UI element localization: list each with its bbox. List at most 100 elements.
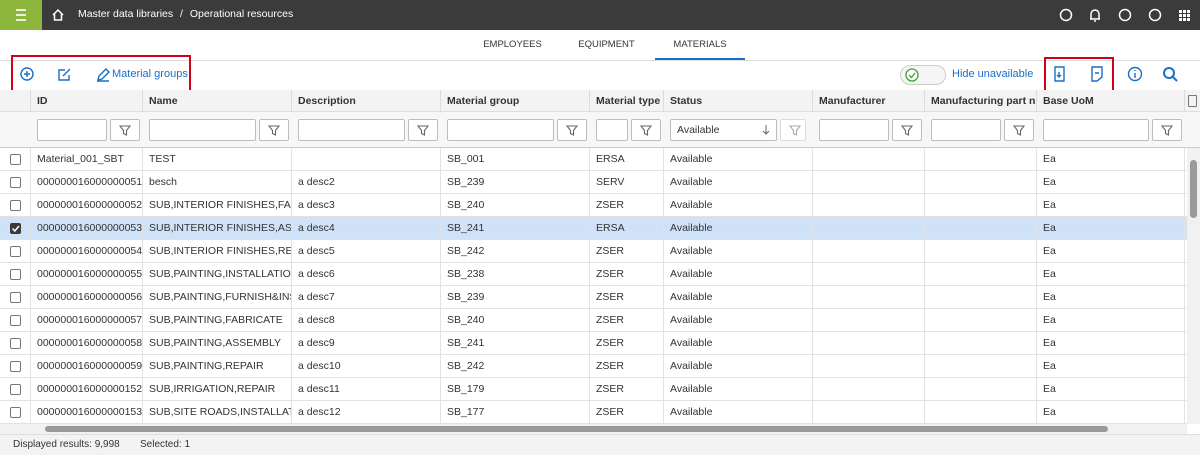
cell	[925, 148, 1037, 171]
row[interactable]	[0, 332, 1187, 355]
row-cell	[0, 148, 31, 171]
user-icon[interactable]	[1118, 8, 1132, 22]
note-icon[interactable]	[1091, 66, 1103, 82]
cell: Ea	[1037, 355, 1185, 378]
checkbox[interactable]	[10, 407, 21, 418]
filter-button[interactable]	[110, 119, 140, 141]
right-toolbar-icons	[1054, 66, 1178, 82]
tab-active[interactable]: MATERIALS	[673, 39, 727, 50]
checkbox[interactable]	[10, 292, 21, 303]
material-groups-button[interactable]: Material groups	[112, 68, 188, 80]
column-header[interactable]: Description	[292, 90, 441, 112]
filter-input[interactable]	[298, 119, 405, 141]
cell: Available	[664, 194, 813, 217]
checkbox[interactable]	[10, 361, 21, 372]
apps-icon[interactable]	[1179, 10, 1190, 21]
row[interactable]	[0, 148, 1187, 171]
vertical-scroll-thumb[interactable]	[1190, 160, 1197, 218]
bell-icon[interactable]	[1090, 9, 1100, 22]
filter-input[interactable]	[1043, 119, 1149, 141]
export-icon[interactable]	[1054, 66, 1065, 82]
column-header[interactable]: Status	[664, 90, 813, 112]
top-bar	[0, 0, 1200, 30]
cell: SB_241	[441, 217, 590, 240]
selected-count: Selected: 1	[140, 439, 191, 450]
cell: Available	[664, 355, 813, 378]
tab[interactable]: EMPLOYEES	[483, 39, 542, 50]
filter-button[interactable]	[631, 119, 661, 141]
column-header[interactable]: Manufacturing part nu...	[925, 90, 1037, 112]
cell	[813, 171, 925, 194]
row[interactable]	[0, 401, 1187, 424]
edit-icon[interactable]	[58, 68, 71, 81]
column-header[interactable]: Base UoM	[1037, 90, 1185, 112]
filter-button[interactable]	[780, 119, 806, 141]
cell: Ea	[1037, 332, 1185, 355]
cell: a desc5	[292, 240, 441, 263]
checkbox[interactable]	[10, 269, 21, 280]
checkbox-checked[interactable]	[10, 223, 21, 234]
filter-input[interactable]	[596, 119, 628, 141]
column-header[interactable]: Material type	[590, 90, 664, 112]
filter-input[interactable]	[819, 119, 889, 141]
checkbox[interactable]	[10, 200, 21, 211]
filter-button[interactable]	[892, 119, 922, 141]
filter-input[interactable]	[931, 119, 1001, 141]
cell: Available	[664, 148, 813, 171]
filter-input[interactable]	[447, 119, 554, 141]
logout-icon[interactable]	[1148, 8, 1162, 22]
column-header[interactable]: Name	[143, 90, 292, 112]
checkbox[interactable]	[10, 384, 21, 395]
breadcrumb-link[interactable]: Master data libraries	[78, 8, 174, 20]
search-icon[interactable]	[1163, 67, 1178, 82]
row[interactable]	[0, 217, 1187, 240]
row[interactable]	[0, 309, 1187, 332]
cell	[925, 401, 1037, 424]
filter-input[interactable]	[149, 119, 256, 141]
checkbox[interactable]	[10, 315, 21, 326]
filter-button[interactable]	[557, 119, 587, 141]
row[interactable]	[0, 286, 1187, 309]
column-header[interactable]: Manufacturer	[813, 90, 925, 112]
checkbox[interactable]	[10, 338, 21, 349]
checkbox[interactable]	[10, 246, 21, 257]
checkbox[interactable]	[10, 154, 21, 165]
row[interactable]	[0, 171, 1187, 194]
cell: besch	[143, 171, 292, 194]
cell: SB_240	[441, 309, 590, 332]
cell: SB_240	[441, 194, 590, 217]
filter-button[interactable]	[1004, 119, 1034, 141]
cell: Ea	[1037, 401, 1185, 424]
cell	[925, 355, 1037, 378]
column-header[interactable]: ID	[31, 90, 143, 112]
add-icon[interactable]	[20, 67, 34, 81]
row[interactable]	[0, 378, 1187, 401]
cell	[813, 217, 925, 240]
menu-button[interactable]	[0, 0, 42, 30]
filter-input[interactable]	[37, 119, 107, 141]
row[interactable]	[0, 355, 1187, 378]
filter-button[interactable]	[408, 119, 438, 141]
checkbox[interactable]	[10, 177, 21, 188]
cell: a desc2	[292, 171, 441, 194]
help-icon[interactable]	[1059, 8, 1073, 22]
toggle[interactable]	[900, 65, 946, 85]
cell: 000000016000000051	[31, 171, 143, 194]
column-chooser[interactable]	[1188, 95, 1197, 107]
horizontal-scroll-thumb[interactable]	[45, 426, 1108, 432]
row[interactable]	[0, 194, 1187, 217]
material-groups-icon[interactable]	[97, 68, 110, 82]
row[interactable]	[0, 240, 1187, 263]
home-icon[interactable]	[50, 7, 66, 23]
tab[interactable]: EQUIPMENT	[578, 39, 635, 50]
tab-indicator	[655, 58, 745, 60]
filter-input[interactable]: Available	[670, 119, 777, 141]
hide-unavailable-label[interactable]: Hide unavailable	[952, 68, 1034, 80]
row[interactable]	[0, 263, 1187, 286]
column-header[interactable]: Material group	[441, 90, 590, 112]
filter-button[interactable]	[1152, 119, 1182, 141]
row-cell	[0, 309, 31, 332]
cell: a desc12	[292, 401, 441, 424]
info-icon[interactable]	[1127, 66, 1143, 82]
filter-button[interactable]	[259, 119, 289, 141]
